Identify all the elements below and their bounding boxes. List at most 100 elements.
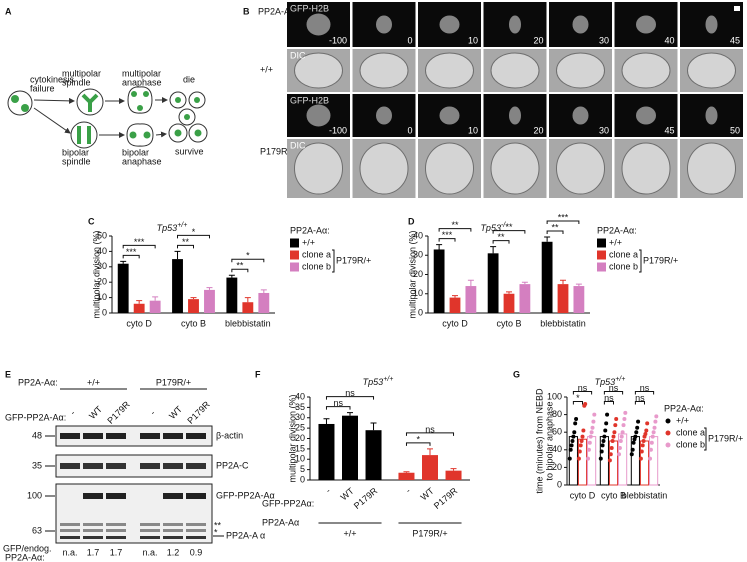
band-label: PP2A-C (216, 460, 249, 470)
point (610, 439, 615, 443)
time-label: 10 (468, 35, 478, 45)
y-tick-label: 35 (295, 402, 305, 412)
chromatin (509, 15, 521, 34)
point (586, 447, 591, 452)
point (570, 439, 575, 443)
point (651, 430, 656, 435)
point (631, 440, 636, 445)
point (569, 443, 574, 448)
bar (573, 286, 585, 313)
y-tick-label: 0 (418, 307, 423, 317)
legend-swatch (290, 238, 299, 248)
point (618, 439, 623, 443)
point (650, 434, 655, 439)
legend-group: P179R/+ (643, 255, 678, 265)
point (649, 440, 654, 445)
point (590, 425, 595, 430)
significance-label: * (246, 251, 250, 261)
significance-bracket (438, 238, 456, 242)
point (621, 423, 626, 428)
point (640, 443, 645, 448)
bar (226, 277, 238, 313)
legend-bracket (639, 249, 642, 273)
legend-label: +/+ (609, 237, 622, 247)
node-label: multipolar (122, 68, 161, 78)
band (60, 433, 80, 439)
error-bar (467, 279, 474, 287)
band (163, 523, 183, 526)
legend-swatch (597, 262, 606, 272)
panel-label: A (5, 6, 12, 16)
chromatin (636, 15, 656, 34)
significance-bracket (438, 228, 472, 232)
x-tick-label: cyto D (126, 318, 152, 328)
y-tick-label: 40 (413, 230, 423, 240)
y-tick-label: 20 (97, 277, 107, 287)
point (623, 410, 628, 415)
bar (519, 284, 531, 313)
x-tick-label: cyto D (442, 318, 468, 328)
dic-cell (294, 142, 343, 195)
significance-label: ** (182, 237, 190, 247)
band-mark: * (214, 527, 218, 537)
chromatin (376, 106, 392, 125)
significance-bracket (492, 230, 526, 234)
point (645, 421, 650, 426)
dic-cell (621, 142, 671, 195)
node-label: anaphase (122, 77, 162, 87)
dic-cell (687, 142, 736, 195)
significance-label: ns (425, 424, 435, 434)
legend-swatch (597, 250, 606, 260)
time-label: 20 (533, 125, 543, 135)
panel-label: D (408, 216, 415, 226)
y-tick-label: 0 (300, 474, 305, 484)
error-bar (436, 244, 443, 250)
time-label: 0 (407, 35, 412, 45)
band (60, 463, 80, 469)
node-label: cytokinesis (30, 74, 75, 84)
significance-bracket (405, 432, 455, 436)
x-tick-label: - (324, 486, 333, 496)
band (83, 433, 103, 439)
time-label: 10 (468, 125, 478, 135)
x-tick-label: P179R (432, 485, 460, 511)
chart-title: Tp53+/+ (595, 376, 626, 388)
nucleus (175, 97, 181, 103)
significance-label: ns (333, 398, 343, 408)
dic-cell (556, 52, 605, 89)
legend-group: P179R/+ (708, 433, 743, 443)
arrow (33, 107, 71, 134)
x-tick-label: P179R (352, 485, 380, 511)
time-label: -100 (329, 125, 347, 135)
legend-title: PP2A-Aα: (597, 225, 637, 235)
significance-label: ns (345, 388, 355, 398)
nucleus (21, 104, 29, 112)
point (605, 412, 610, 417)
bar (503, 293, 515, 313)
band (186, 536, 206, 539)
point (598, 456, 603, 461)
genotype-label: +/+ (87, 377, 100, 387)
error-bar (370, 422, 377, 431)
diagram-shapes (7, 86, 208, 149)
y-tick-label: 40 (552, 444, 562, 454)
time-label: 50 (730, 125, 740, 135)
point (604, 421, 609, 426)
node-label: multipolar (62, 68, 101, 78)
time-label: 30 (599, 125, 609, 135)
error-bar (506, 291, 512, 294)
node-label: anaphase (122, 156, 162, 166)
point (648, 456, 653, 461)
point (578, 443, 583, 448)
point (588, 434, 593, 439)
legend-label: +/+ (302, 237, 315, 247)
x-tick-label: blebbistatin (225, 318, 271, 328)
point (614, 417, 619, 421)
point (581, 428, 586, 433)
point (601, 439, 606, 443)
ratio: 1.2 (167, 547, 180, 557)
ratio: 1.7 (110, 547, 123, 557)
legend-title: PP2A-Aα: (290, 225, 330, 235)
marker-label: 63 (32, 525, 42, 535)
legend-swatch (665, 418, 671, 424)
